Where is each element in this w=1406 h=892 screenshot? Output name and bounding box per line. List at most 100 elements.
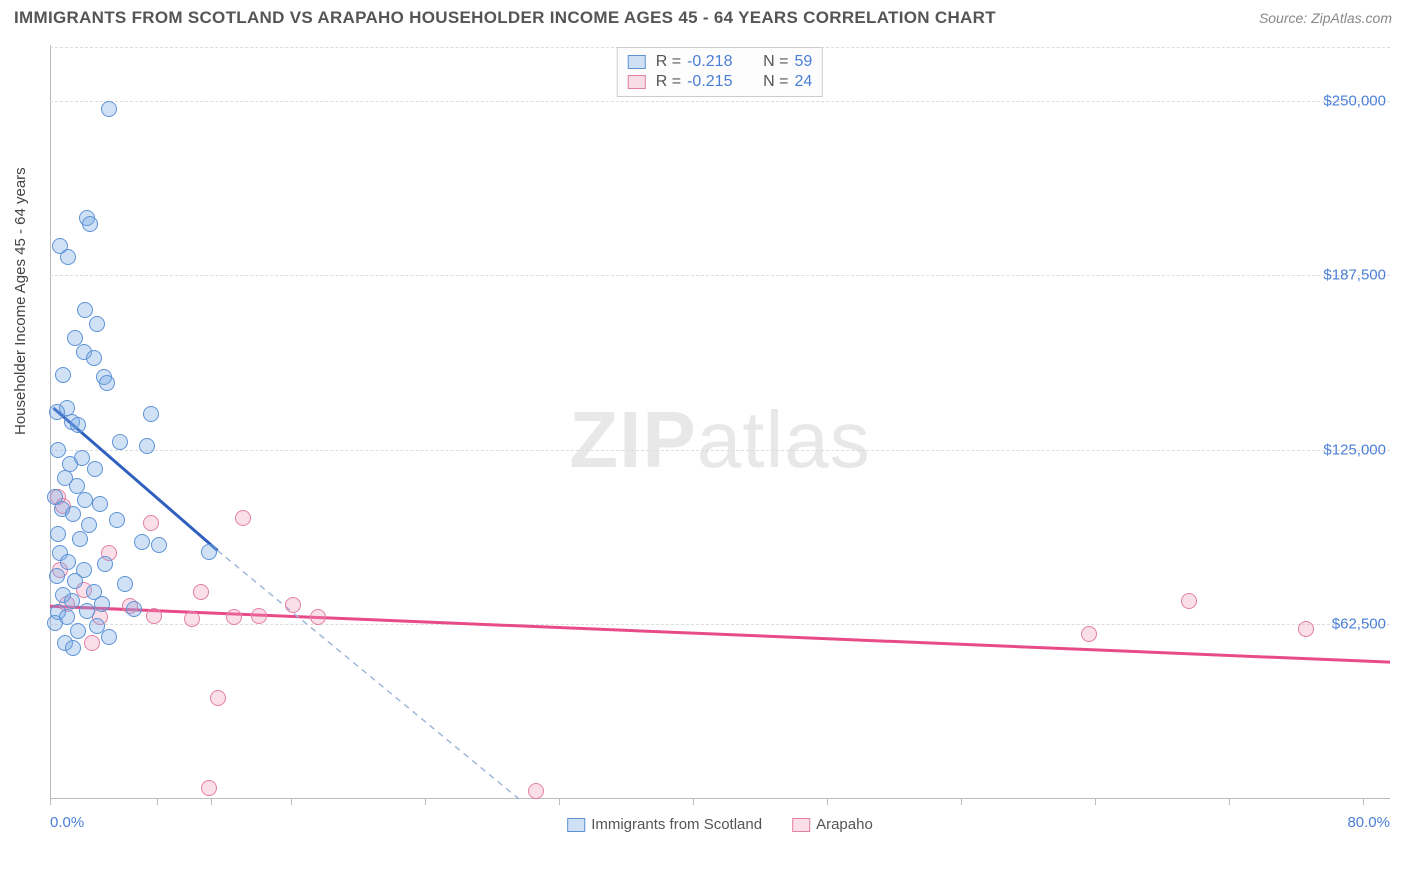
watermark: ZIPatlas	[569, 394, 870, 486]
gridline	[50, 450, 1390, 451]
stats-legend-box: R = -0.218 N = 59 R = -0.215 N = 24	[617, 47, 823, 97]
data-point-arapaho	[235, 510, 251, 526]
gridline	[50, 624, 1390, 625]
y-tick-label: $250,000	[1323, 92, 1386, 109]
chart-source: Source: ZipAtlas.com	[1259, 10, 1392, 26]
swatch-scotland-icon	[567, 818, 585, 832]
x-tick	[157, 799, 158, 805]
x-tick	[693, 799, 694, 805]
data-point-arapaho	[1081, 626, 1097, 642]
x-tick	[291, 799, 292, 805]
y-axis-line	[50, 45, 51, 799]
data-point-scotland	[87, 461, 103, 477]
legend-label-arapaho: Arapaho	[816, 816, 873, 833]
n-label: N =	[763, 53, 788, 71]
data-point-scotland	[86, 350, 102, 366]
data-point-scotland	[49, 568, 65, 584]
watermark-rest: atlas	[697, 395, 871, 484]
data-point-arapaho	[143, 515, 159, 531]
data-point-scotland	[82, 216, 98, 232]
data-point-scotland	[139, 438, 155, 454]
x-tick	[1363, 799, 1364, 805]
x-tick	[559, 799, 560, 805]
data-point-scotland	[49, 404, 65, 420]
data-point-scotland	[126, 601, 142, 617]
data-point-scotland	[109, 512, 125, 528]
data-point-arapaho	[184, 611, 200, 627]
data-point-arapaho	[226, 609, 242, 625]
trendlines-svg	[50, 45, 1390, 835]
chart-title: IMMIGRANTS FROM SCOTLAND VS ARAPAHO HOUS…	[14, 8, 996, 28]
data-point-arapaho	[146, 608, 162, 624]
x-axis-line	[50, 798, 1390, 799]
data-point-scotland	[70, 623, 86, 639]
data-point-scotland	[97, 556, 113, 572]
x-tick	[211, 799, 212, 805]
data-point-scotland	[92, 496, 108, 512]
x-tick	[425, 799, 426, 805]
data-point-arapaho	[84, 635, 100, 651]
data-point-arapaho	[210, 690, 226, 706]
trendline-dashed	[218, 550, 520, 799]
y-tick-label: $62,500	[1332, 616, 1386, 633]
gridline	[50, 275, 1390, 276]
data-point-scotland	[55, 367, 71, 383]
data-point-arapaho	[285, 597, 301, 613]
data-point-arapaho	[1298, 621, 1314, 637]
data-point-arapaho	[1181, 593, 1197, 609]
stats-row-scotland: R = -0.218 N = 59	[628, 52, 812, 72]
data-point-scotland	[89, 316, 105, 332]
n-label: N =	[763, 73, 788, 91]
stats-row-arapaho: R = -0.215 N = 24	[628, 72, 812, 92]
data-point-scotland	[65, 506, 81, 522]
chart-header: IMMIGRANTS FROM SCOTLAND VS ARAPAHO HOUS…	[14, 8, 1392, 28]
data-point-scotland	[134, 534, 150, 550]
x-axis-max-label: 80.0%	[1347, 814, 1390, 831]
x-tick	[1229, 799, 1230, 805]
x-tick	[961, 799, 962, 805]
swatch-arapaho-icon	[628, 75, 646, 89]
plot-area: ZIPatlas $62,500 $125,000 $187,500 $250,000…	[50, 45, 1390, 835]
y-tick-label: $187,500	[1323, 267, 1386, 284]
data-point-scotland	[143, 406, 159, 422]
data-point-scotland	[64, 593, 80, 609]
data-point-scotland	[77, 302, 93, 318]
data-point-scotland	[79, 603, 95, 619]
data-point-scotland	[50, 526, 66, 542]
legend-item-scotland: Immigrants from Scotland	[567, 816, 762, 833]
y-tick-label: $125,000	[1323, 441, 1386, 458]
data-point-scotland	[65, 640, 81, 656]
r-label: R =	[656, 53, 681, 71]
data-point-scotland	[101, 629, 117, 645]
data-point-scotland	[99, 375, 115, 391]
data-point-scotland	[47, 615, 63, 631]
data-point-scotland	[151, 537, 167, 553]
gridline	[50, 101, 1390, 102]
data-point-scotland	[117, 576, 133, 592]
data-point-arapaho	[528, 783, 544, 799]
x-tick	[1095, 799, 1096, 805]
data-point-scotland	[201, 544, 217, 560]
x-tick	[50, 799, 51, 805]
swatch-arapaho-icon	[792, 818, 810, 832]
data-point-scotland	[60, 249, 76, 265]
y-axis-label: Householder Income Ages 45 - 64 years	[12, 167, 29, 435]
legend-item-arapaho: Arapaho	[792, 816, 873, 833]
n-value-scotland: 59	[794, 53, 812, 71]
data-point-scotland	[60, 554, 76, 570]
watermark-bold: ZIP	[569, 395, 696, 484]
data-point-arapaho	[201, 780, 217, 796]
data-point-scotland	[72, 531, 88, 547]
r-value-scotland: -0.218	[687, 53, 747, 71]
data-point-scotland	[112, 434, 128, 450]
data-point-scotland	[50, 442, 66, 458]
data-point-scotland	[77, 492, 93, 508]
n-value-arapaho: 24	[794, 73, 812, 91]
legend-label-scotland: Immigrants from Scotland	[591, 816, 762, 833]
data-point-scotland	[94, 596, 110, 612]
data-point-scotland	[101, 101, 117, 117]
data-point-arapaho	[193, 584, 209, 600]
swatch-scotland-icon	[628, 55, 646, 69]
data-point-arapaho	[310, 609, 326, 625]
data-point-scotland	[67, 573, 83, 589]
